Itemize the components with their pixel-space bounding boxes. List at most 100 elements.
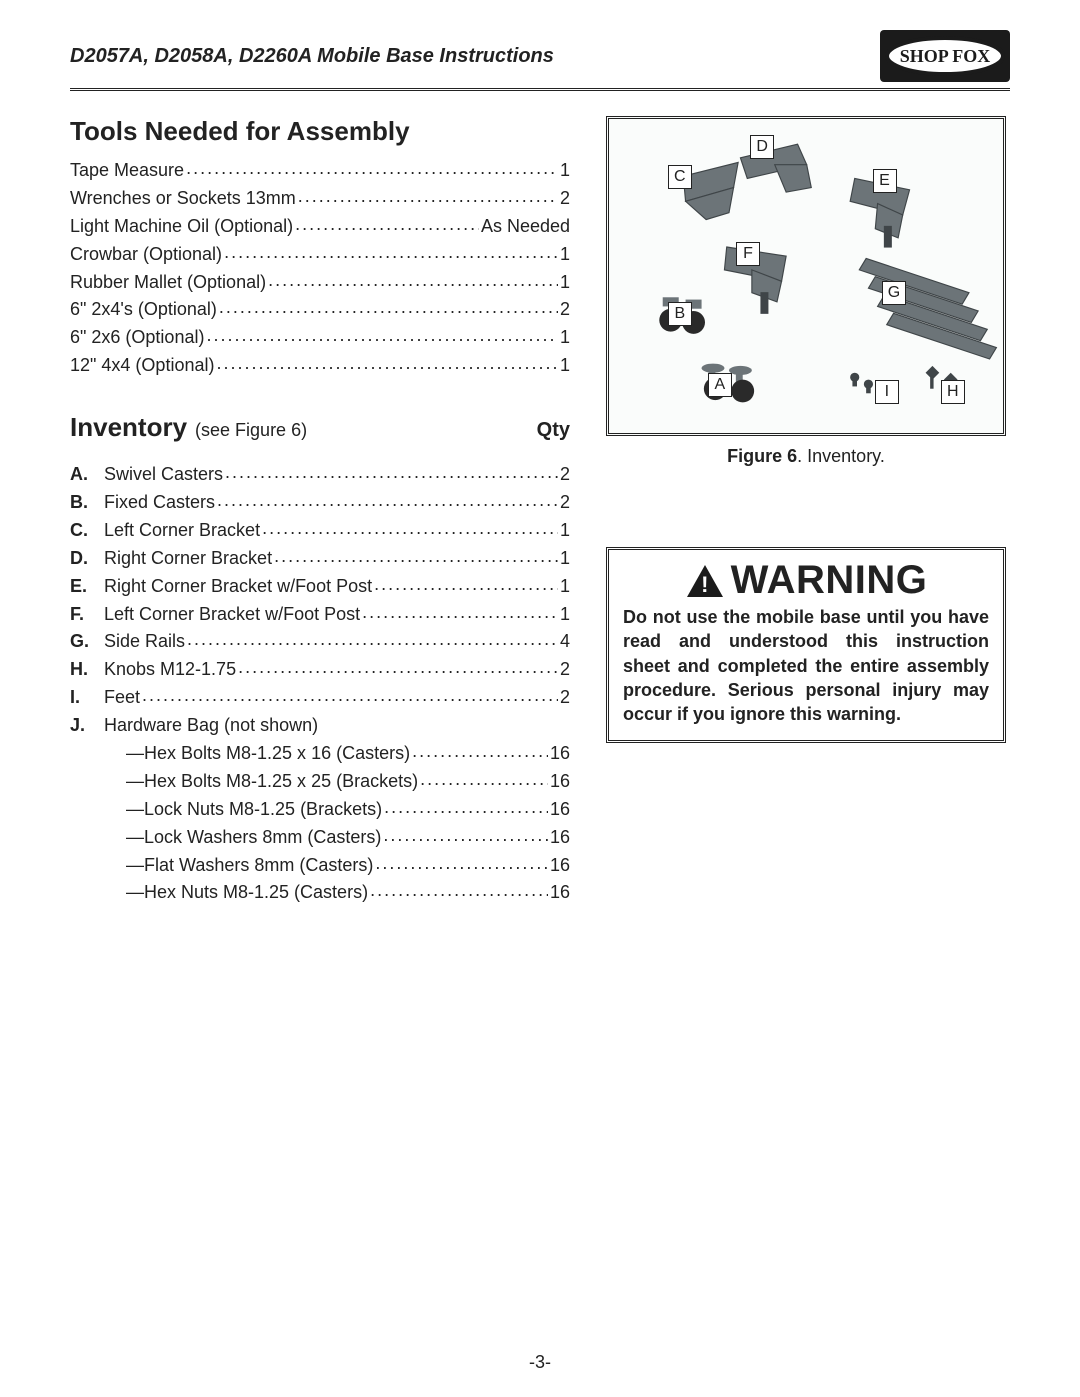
leader-dots <box>186 157 558 185</box>
inventory-item: F.Left Corner Bracket w/Foot Post1 <box>70 601 570 629</box>
leader-dots <box>217 489 558 517</box>
figure-part-label-h: H <box>941 380 965 404</box>
tools-item: Light Machine Oil (Optional) As Needed <box>70 213 570 241</box>
inventory-item-label: Knobs M12-1.75 <box>104 656 236 684</box>
tools-item-qty: 1 <box>560 269 570 297</box>
inventory-item: C.Left Corner Bracket1 <box>70 517 570 545</box>
right-column: DCEFBGAIH Figure 6. Inventory. ! WARNING… <box>606 116 1006 907</box>
leader-dots <box>268 269 558 297</box>
inventory-item-label: Swivel Casters <box>104 461 223 489</box>
hardware-item-qty: 16 <box>550 740 570 768</box>
inventory-item: A.Swivel Casters2 <box>70 461 570 489</box>
figure-part-label-i: I <box>875 380 899 404</box>
inventory-item-label: Right Corner Bracket <box>104 545 272 573</box>
tools-item: 12" 4x4 (Optional) 1 <box>70 352 570 380</box>
tools-item-qty: 1 <box>560 241 570 269</box>
inventory-list: A.Swivel Casters2B.Fixed Casters2C.Left … <box>70 461 570 740</box>
tools-item-qty: 1 <box>560 157 570 185</box>
inventory-item-qty: 1 <box>560 517 570 545</box>
page-number: -3- <box>0 1352 1080 1373</box>
leader-dots <box>274 545 558 573</box>
leader-dots <box>374 573 558 601</box>
inventory-item-qty: 2 <box>560 489 570 517</box>
inventory-item-qty: 2 <box>560 656 570 684</box>
tools-item-label: Light Machine Oil (Optional) <box>70 213 293 241</box>
inventory-heading: Inventory <box>70 412 187 443</box>
hardware-item: —Hex Nuts M8-1.25 (Casters) 16 <box>70 879 570 907</box>
figure-part-label-b: B <box>668 302 692 326</box>
inventory-item-letter: B. <box>70 489 104 517</box>
tools-item-label: Tape Measure <box>70 157 184 185</box>
tools-item-label: 12" 4x4 (Optional) <box>70 352 214 380</box>
hardware-item-label: —Hex Bolts M8-1.25 x 16 (Casters) <box>126 740 410 768</box>
tools-item-qty: As Needed <box>481 213 570 241</box>
header-title: D2057A, D2058A, D2260A Mobile Base Instr… <box>70 45 554 68</box>
inventory-item-label: Feet <box>104 684 140 712</box>
tools-item: 6" 2x4's (Optional) 2 <box>70 296 570 324</box>
hardware-item-qty: 16 <box>550 852 570 880</box>
inventory-heading-row: Inventory (see Figure 6) Qty <box>70 412 570 453</box>
hardware-item-qty: 16 <box>550 796 570 824</box>
inventory-see-figure: (see Figure 6) <box>195 420 307 441</box>
figure-part-label-f: F <box>736 242 760 266</box>
hardware-item: —Hex Bolts M8-1.25 x 16 (Casters) 16 <box>70 740 570 768</box>
tools-item-label: Wrenches or Sockets 13mm <box>70 185 296 213</box>
inventory-item: I.Feet2 <box>70 684 570 712</box>
hardware-list: —Hex Bolts M8-1.25 x 16 (Casters)16—Hex … <box>70 740 570 907</box>
inventory-item-qty: 1 <box>560 601 570 629</box>
tools-item-qty: 2 <box>560 185 570 213</box>
shop-fox-logo: SHOP FOX <box>880 30 1010 82</box>
hardware-item-qty: 16 <box>550 879 570 907</box>
inventory-item-label: Hardware Bag (not shown) <box>104 712 318 740</box>
tools-item: 6" 2x6 (Optional) 1 <box>70 324 570 352</box>
hardware-item: —Hex Bolts M8-1.25 x 25 (Brackets)16 <box>70 768 570 796</box>
inventory-item-label: Right Corner Bracket w/Foot Post <box>104 573 372 601</box>
hardware-item: —Lock Washers 8mm (Casters)16 <box>70 824 570 852</box>
figure-caption-rest: . Inventory. <box>797 446 885 466</box>
figure-part-label-a: A <box>708 373 732 397</box>
figure-part-label-d: D <box>750 135 774 159</box>
tools-item-label: 6" 2x4's (Optional) <box>70 296 217 324</box>
tools-item-qty: 2 <box>560 296 570 324</box>
tools-item-label: Rubber Mallet (Optional) <box>70 269 266 297</box>
inventory-item-qty: 1 <box>560 545 570 573</box>
inventory-item-letter: E. <box>70 573 104 601</box>
tools-item-label: Crowbar (Optional) <box>70 241 222 269</box>
hardware-item-qty: 16 <box>550 824 570 852</box>
hardware-item-label: —Flat Washers 8mm (Casters) <box>126 852 373 880</box>
tools-item: Wrenches or Sockets 13mm 2 <box>70 185 570 213</box>
inventory-item: H.Knobs M12-1.752 <box>70 656 570 684</box>
figure-caption-bold: Figure 6 <box>727 446 797 466</box>
leader-dots <box>262 517 558 545</box>
leader-dots <box>224 241 558 269</box>
inventory-item-label: Side Rails <box>104 628 185 656</box>
tools-list: Tape Measure1Wrenches or Sockets 13mm2Li… <box>70 157 570 380</box>
figure-part-label-c: C <box>668 165 692 189</box>
leader-dots <box>238 656 558 684</box>
inventory-item-letter: I. <box>70 684 104 712</box>
inventory-item: B.Fixed Casters2 <box>70 489 570 517</box>
leader-dots <box>187 628 558 656</box>
leader-dots <box>142 684 558 712</box>
leader-dots <box>225 461 558 489</box>
svg-text:!: ! <box>701 572 709 597</box>
tools-item-qty: 1 <box>560 324 570 352</box>
page-header: D2057A, D2058A, D2260A Mobile Base Instr… <box>70 30 1010 82</box>
left-column: Tools Needed for Assembly Tape Measure1W… <box>70 116 570 907</box>
inventory-item-letter: D. <box>70 545 104 573</box>
leader-dots <box>206 324 558 352</box>
tools-item-label: 6" 2x6 (Optional) <box>70 324 204 352</box>
hardware-item-label: —Hex Nuts M8-1.25 (Casters) <box>126 879 368 907</box>
warning-box: ! WARNING Do not use the mobile base unt… <box>606 547 1006 743</box>
tools-item: Crowbar (Optional) 1 <box>70 241 570 269</box>
leader-dots <box>295 213 479 241</box>
inventory-item-label: Left Corner Bracket w/Foot Post <box>104 601 360 629</box>
inventory-qty-heading: Qty <box>537 419 570 442</box>
inventory-item: D.Right Corner Bracket 1 <box>70 545 570 573</box>
inventory-item-letter: J. <box>70 712 104 740</box>
tools-item-qty: 1 <box>560 352 570 380</box>
inventory-item: G.Side Rails4 <box>70 628 570 656</box>
leader-dots <box>384 796 548 824</box>
inventory-item-label: Left Corner Bracket <box>104 517 260 545</box>
leader-dots <box>420 768 548 796</box>
